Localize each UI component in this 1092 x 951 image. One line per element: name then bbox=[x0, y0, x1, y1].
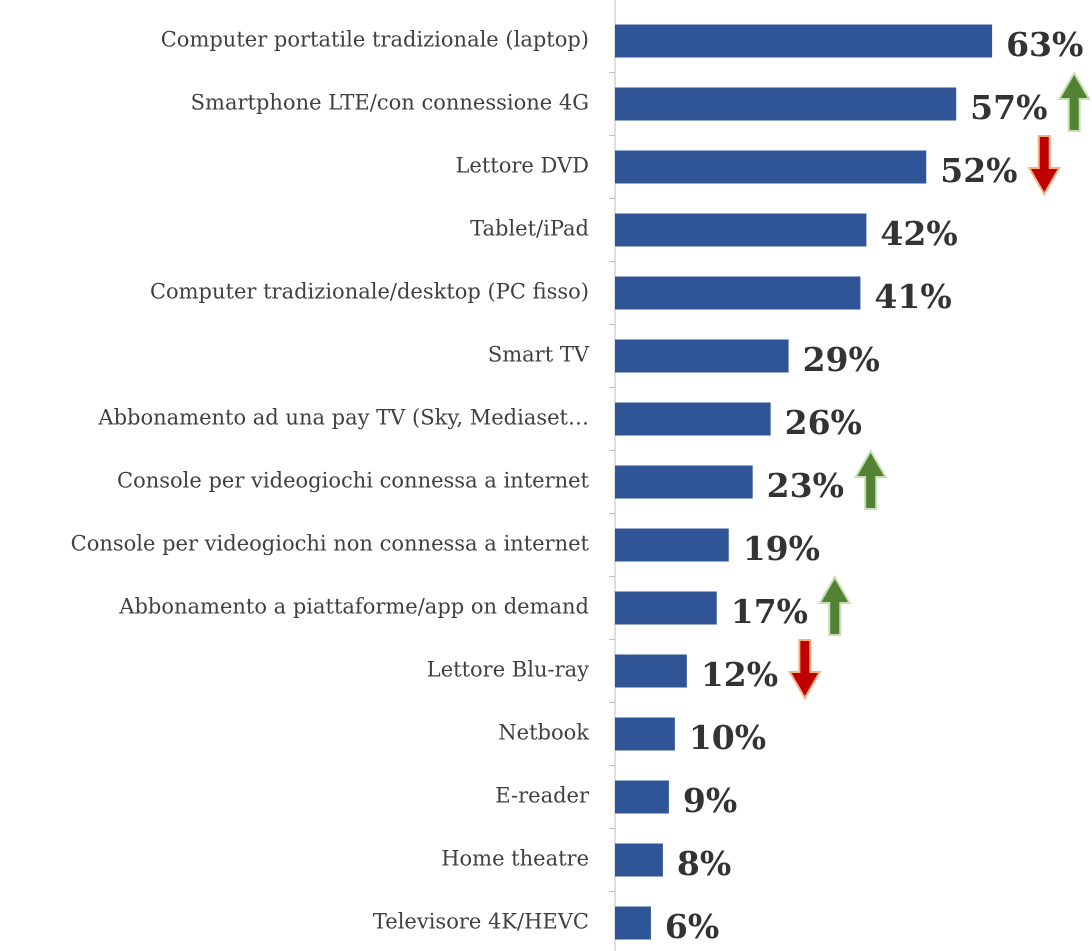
bar bbox=[615, 402, 771, 436]
value-label: 26% bbox=[785, 403, 862, 442]
bar bbox=[615, 24, 993, 58]
trend-arrow-up bbox=[853, 448, 888, 510]
category-label: Abbonamento ad una pay TV (Sky, Mediaset… bbox=[97, 406, 589, 430]
category-label: Tablet/iPad bbox=[470, 217, 589, 241]
bar bbox=[615, 528, 729, 562]
bar bbox=[615, 780, 669, 814]
category-label: Televisore 4K/HEVC bbox=[373, 910, 589, 934]
category-label: Computer tradizionale/desktop (PC fisso) bbox=[150, 280, 589, 304]
category-label: Lettore Blu-ray bbox=[427, 658, 589, 682]
category-label: Console per videogiochi connessa a inter… bbox=[117, 469, 590, 493]
value-label: 12% bbox=[701, 655, 778, 694]
value-label: 42% bbox=[880, 214, 957, 253]
value-label: 10% bbox=[689, 718, 766, 757]
value-label: 52% bbox=[940, 151, 1017, 190]
bar bbox=[615, 465, 753, 499]
category-label: Smart TV bbox=[488, 343, 590, 367]
value-label: 19% bbox=[743, 529, 820, 568]
bar bbox=[615, 843, 663, 877]
category-label: Console per videogiochi non connessa a i… bbox=[71, 532, 590, 556]
bar bbox=[615, 591, 717, 625]
category-label: Netbook bbox=[498, 721, 589, 745]
bar bbox=[615, 150, 927, 184]
value-label: 57% bbox=[970, 88, 1047, 127]
bar bbox=[615, 339, 789, 373]
value-label: 8% bbox=[677, 844, 731, 883]
value-label: 17% bbox=[731, 592, 808, 631]
bar bbox=[615, 276, 861, 310]
bar bbox=[615, 87, 957, 121]
trend-arrow-down bbox=[788, 639, 822, 701]
value-label: 23% bbox=[767, 466, 844, 505]
value-label: 29% bbox=[803, 340, 880, 379]
bar bbox=[615, 906, 651, 940]
value-label: 9% bbox=[683, 781, 737, 820]
category-label: Lettore DVD bbox=[455, 154, 589, 178]
value-label: 63% bbox=[1006, 25, 1083, 64]
category-label: E-reader bbox=[495, 784, 590, 808]
category-label: Abbonamento a piattaforme/app on demand bbox=[118, 595, 589, 619]
value-label: 6% bbox=[665, 907, 719, 946]
category-label: Computer portatile tradizionale (laptop) bbox=[161, 28, 589, 52]
bar bbox=[615, 213, 867, 247]
trend-arrow-down bbox=[1027, 135, 1061, 197]
bar bbox=[615, 717, 675, 751]
category-label: Home theatre bbox=[441, 847, 589, 871]
trend-arrow-up bbox=[1057, 70, 1091, 132]
category-label: Smartphone LTE/con connessione 4G bbox=[191, 91, 589, 115]
value-label: 41% bbox=[874, 277, 951, 316]
bar bbox=[615, 654, 687, 688]
trend-arrow-up bbox=[818, 574, 852, 636]
